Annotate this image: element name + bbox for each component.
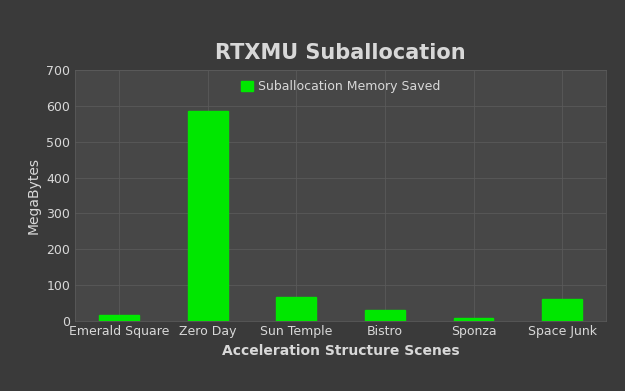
Bar: [188, 111, 228, 321]
Bar: [99, 315, 139, 321]
Title: RTXMU Suballocation: RTXMU Suballocation: [215, 43, 466, 63]
Bar: [542, 299, 582, 321]
X-axis label: Acceleration Structure Scenes: Acceleration Structure Scenes: [222, 344, 459, 358]
Bar: [276, 298, 316, 321]
Legend: Suballocation Memory Saved: Suballocation Memory Saved: [237, 77, 444, 97]
Bar: [454, 318, 494, 321]
Bar: [365, 310, 405, 321]
Y-axis label: MegaBytes: MegaBytes: [27, 157, 41, 234]
